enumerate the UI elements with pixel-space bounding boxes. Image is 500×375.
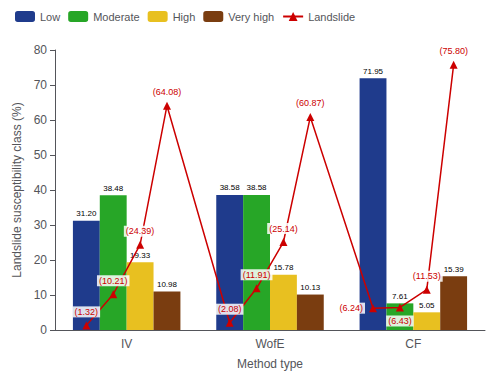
svg-text:Landslide susceptibility class: Landslide susceptibility class (%) xyxy=(10,102,24,277)
svg-text:(64.08): (64.08) xyxy=(153,87,182,97)
svg-text:(25.14): (25.14) xyxy=(269,224,298,234)
svg-text:WofE: WofE xyxy=(255,337,284,351)
svg-text:20: 20 xyxy=(34,253,48,267)
svg-text:10.13: 10.13 xyxy=(300,283,321,292)
svg-text:(11.91): (11.91) xyxy=(243,270,271,280)
svg-text:31.20: 31.20 xyxy=(76,209,97,218)
svg-text:10: 10 xyxy=(34,288,48,302)
svg-text:(6.24): (6.24) xyxy=(340,303,364,313)
svg-text:(24.39): (24.39) xyxy=(126,226,155,236)
svg-text:38.58: 38.58 xyxy=(247,183,268,192)
svg-text:(11.53): (11.53) xyxy=(413,271,441,281)
svg-text:Very high: Very high xyxy=(228,11,274,23)
svg-text:Low: Low xyxy=(40,11,60,23)
svg-text:40: 40 xyxy=(34,183,48,197)
svg-text:71.95: 71.95 xyxy=(363,67,384,76)
svg-text:60: 60 xyxy=(34,113,48,127)
svg-text:(6.43): (6.43) xyxy=(388,316,412,326)
svg-text:Landslide: Landslide xyxy=(308,11,355,23)
svg-text:Method type: Method type xyxy=(237,357,303,371)
svg-text:0: 0 xyxy=(40,323,47,337)
svg-text:38.48: 38.48 xyxy=(103,184,124,193)
svg-text:(60.87): (60.87) xyxy=(296,98,325,108)
svg-text:15.78: 15.78 xyxy=(273,263,294,272)
svg-text:15.39: 15.39 xyxy=(444,265,465,274)
svg-text:High: High xyxy=(173,11,196,23)
svg-text:(2.08): (2.08) xyxy=(218,304,242,314)
svg-text:5.05: 5.05 xyxy=(419,301,435,310)
svg-text:(10.21): (10.21) xyxy=(99,276,128,286)
svg-text:19.33: 19.33 xyxy=(130,250,151,260)
svg-text:10.98: 10.98 xyxy=(157,280,178,289)
svg-text:70: 70 xyxy=(34,78,48,92)
svg-text:7.61: 7.61 xyxy=(392,292,408,301)
svg-text:(1.32): (1.32) xyxy=(75,307,99,317)
svg-text:80: 80 xyxy=(34,43,48,57)
svg-text:IV: IV xyxy=(121,337,132,351)
svg-text:Moderate: Moderate xyxy=(93,11,139,23)
svg-text:38.58: 38.58 xyxy=(220,183,241,192)
svg-text:CF: CF xyxy=(405,337,421,351)
svg-text:(75.80): (75.80) xyxy=(439,46,468,56)
svg-text:50: 50 xyxy=(34,148,48,162)
svg-text:30: 30 xyxy=(34,218,48,232)
